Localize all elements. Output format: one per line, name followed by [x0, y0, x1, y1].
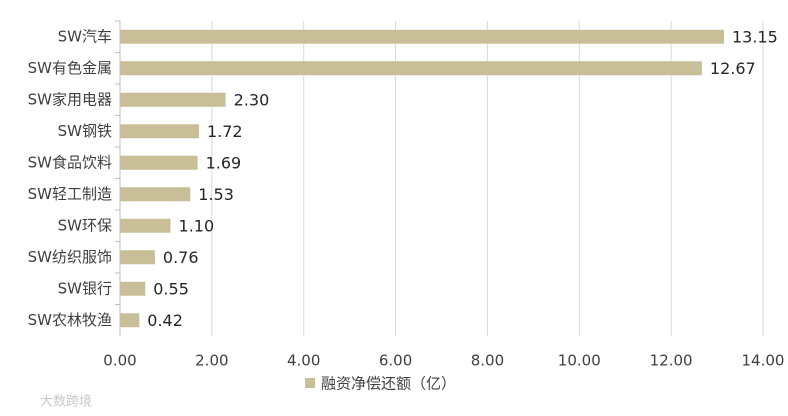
bar: [120, 281, 146, 296]
bar: [120, 61, 702, 76]
bar: [120, 155, 198, 170]
x-tick-label: 4.00: [287, 352, 320, 370]
legend-swatch: [305, 378, 315, 388]
bar: [120, 92, 226, 107]
x-tick-label: 12.00: [650, 352, 693, 370]
value-label: 13.15: [732, 27, 778, 46]
y-tick-label: SW环保: [58, 216, 112, 234]
y-tick-label: SW有色金属: [28, 59, 112, 77]
y-tick-label: SW纺织服饰: [28, 248, 112, 266]
value-label: 2.30: [234, 90, 270, 109]
bar: [120, 218, 171, 233]
bar: [120, 313, 140, 328]
value-label: 1.72: [207, 122, 243, 141]
value-label: 1.10: [179, 216, 215, 235]
y-tick-label: SW银行: [58, 279, 112, 297]
x-tick-label: 2.00: [195, 352, 228, 370]
bar: [120, 250, 155, 265]
x-tick-label: 6.00: [379, 352, 412, 370]
legend-label: 融资净偿还额（亿）: [321, 375, 456, 393]
y-tick-label: SW农林牧渔: [28, 311, 112, 329]
value-label: 0.76: [163, 248, 199, 267]
y-tick-label: SW汽车: [58, 27, 112, 45]
value-label: 0.55: [153, 279, 189, 298]
value-label: 1.69: [206, 153, 242, 172]
bar: [120, 29, 724, 44]
y-tick-label: SW家用电器: [28, 90, 112, 108]
x-tick-label: 8.00: [471, 352, 504, 370]
y-tick-label: SW钢铁: [58, 122, 112, 140]
y-tick-label: SW食品饮料: [28, 153, 112, 171]
value-label: 1.53: [198, 185, 234, 204]
x-tick-label: 10.00: [558, 352, 601, 370]
value-label: 0.42: [147, 311, 183, 330]
value-label: 12.67: [710, 59, 756, 78]
watermark: 大数跨境: [40, 395, 92, 410]
x-tick-label: 14.00: [742, 352, 785, 370]
y-tick-label: SW轻工制造: [28, 185, 112, 203]
x-tick-label: 0.00: [103, 352, 136, 370]
bar: [120, 124, 199, 139]
bar: [120, 187, 191, 202]
